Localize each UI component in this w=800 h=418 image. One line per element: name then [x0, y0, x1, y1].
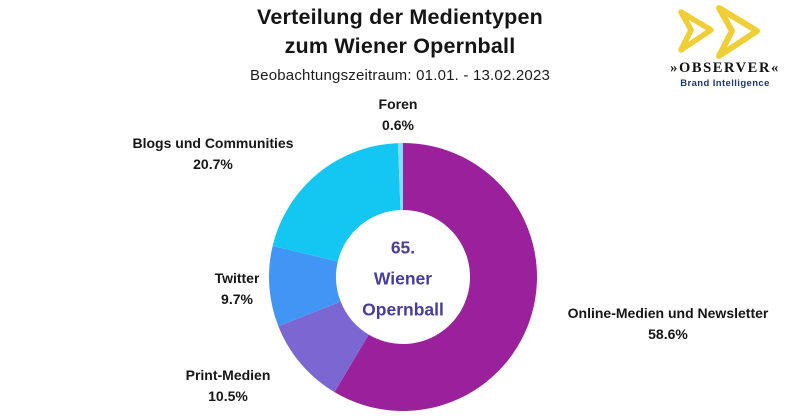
- donut-slice-online-medien: [334, 143, 537, 411]
- slice-label-name: Blogs und Communities: [132, 135, 294, 151]
- chevron-left: [678, 9, 714, 53]
- slice-label-foren: Foren 0.6%: [379, 94, 418, 136]
- slice-label-name: Twitter: [214, 270, 260, 286]
- donut-chart: [269, 143, 537, 411]
- slice-label-name: Print-Medien: [185, 367, 271, 383]
- donut-slice-foren: [397, 143, 403, 211]
- observation-period: Beobachtungszeitraum: 01.01. - 13.02.202…: [249, 67, 551, 84]
- logo-brand-text: »OBSERVER«: [670, 60, 780, 76]
- slice-label-twitter: Twitter 9.7%: [215, 268, 260, 310]
- slice-label-blogs: Blogs und Communities 20.7%: [133, 133, 294, 175]
- page-title-line1: Verteilung der Medientypen: [257, 5, 543, 29]
- slice-label-value: 9.7%: [221, 291, 253, 307]
- donut-slice-twitter: [269, 245, 341, 327]
- observer-logo: »OBSERVER« Brand Intelligence: [655, 2, 795, 89]
- slice-label-name: Online-Medien und Newsletter: [567, 305, 769, 321]
- logo-tagline-text: Brand Intelligence: [680, 78, 770, 89]
- slice-label-name: Foren: [378, 96, 418, 112]
- page-title-line2: zum Wiener Opernball: [284, 34, 516, 58]
- center-label-line2: Wiener: [373, 268, 433, 289]
- slice-label-value: 0.6%: [382, 117, 414, 133]
- slice-label-value: 20.7%: [193, 156, 233, 172]
- donut-slice-blogs: [272, 143, 401, 262]
- donut-svg: [269, 143, 537, 411]
- donut-center-label: 65. Wiener Opernball: [333, 233, 473, 326]
- slice-label-value: 58.6%: [648, 326, 688, 342]
- center-label-line3: Opernball: [362, 299, 444, 320]
- double-chevron-icon: [655, 2, 795, 62]
- slice-label-print-medien: Print-Medien 10.5%: [186, 365, 271, 407]
- donut-slice-print-medien: [278, 301, 369, 393]
- header: Verteilung der Medientypen zum Wiener Op…: [0, 0, 800, 84]
- slice-label-online-medien: Online-Medien und Newsletter 58.6%: [568, 303, 769, 345]
- chevron-right: [716, 5, 760, 59]
- center-label-line1: 65.: [390, 237, 416, 258]
- slice-label-value: 10.5%: [208, 388, 248, 404]
